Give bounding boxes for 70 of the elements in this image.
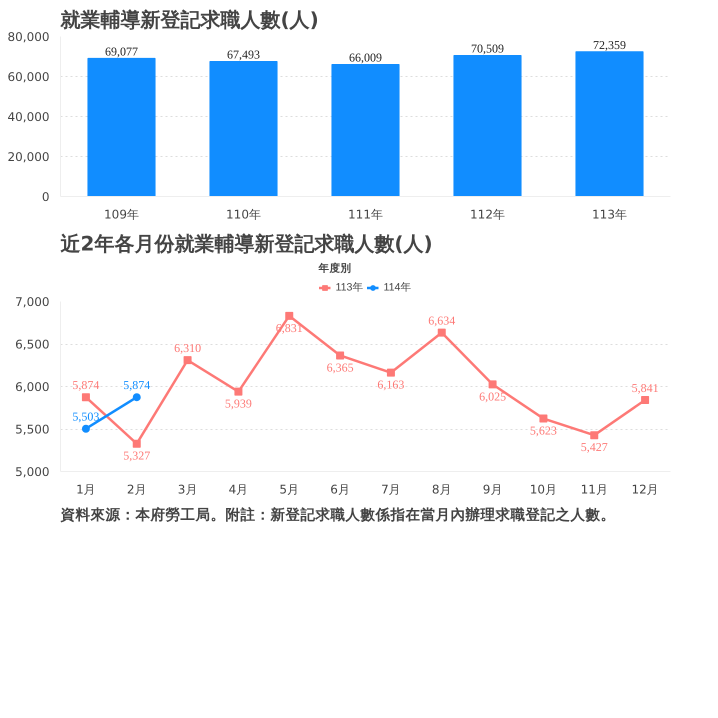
point [438, 328, 446, 337]
x-tick-label: 10月 [530, 482, 558, 496]
data-label: 70,509 [471, 41, 504, 56]
data-label: 69,077 [105, 44, 138, 58]
y-tick-label: 6,500 [15, 338, 50, 352]
data-label: 6,634 [428, 314, 456, 328]
point [386, 368, 395, 377]
data-label: 6,025 [479, 389, 506, 404]
y-tick-label: 5,000 [15, 465, 50, 479]
data-label: 5,623 [530, 424, 557, 438]
y-tick-label: 80,000 [8, 30, 50, 44]
point [285, 312, 294, 320]
x-tick-label: 110年 [226, 208, 261, 222]
data-label: 5,841 [632, 381, 659, 396]
data-label: 5,939 [224, 396, 252, 411]
x-tick-label: 5月 [279, 482, 300, 496]
bar [453, 54, 522, 196]
y-tick-label: 0 [42, 190, 50, 204]
point [590, 431, 598, 440]
x-tick-label: 111年 [348, 208, 383, 222]
x-tick-label: 12月 [631, 482, 659, 496]
y-tick-label: 5,500 [15, 422, 50, 436]
legend-label: 113年 [336, 280, 364, 294]
x-tick-label: 11月 [580, 482, 608, 496]
y-tick-label: 6,000 [15, 380, 50, 394]
point [336, 351, 344, 360]
data-label: 6,163 [377, 378, 404, 392]
legend-label: 114年 [384, 280, 412, 294]
source-note: 資料來源：本府勞工局。附註：新登記求職人數係指在當月內辦理求職登記之人數。 [60, 506, 616, 524]
x-tick-label: 9月 [482, 482, 502, 496]
x-tick-label: 8月 [432, 482, 452, 496]
point [539, 414, 548, 423]
x-tick-label: 6月 [330, 482, 350, 496]
chart-title: 就業輔導新登記求職人數(人) [60, 8, 319, 32]
y-tick-label: 7,000 [15, 295, 50, 309]
point [184, 356, 192, 364]
data-label: 6,310 [174, 341, 202, 356]
data-label: 5,427 [580, 440, 608, 454]
chart-title: 近2年各月份就業輔導新登記求職人數(人) [60, 232, 433, 256]
bar [87, 58, 156, 196]
x-tick-label: 112年 [470, 208, 505, 222]
data-label: 6,365 [326, 360, 354, 374]
data-label: 72,359 [593, 38, 626, 52]
point [82, 424, 90, 433]
legend-title: 年度別 [318, 262, 352, 276]
point [132, 393, 141, 402]
x-tick-label: 4月 [228, 482, 248, 496]
point [641, 396, 650, 404]
data-label: 5,327 [123, 448, 150, 463]
bar [331, 64, 400, 196]
data-label: 5,874 [123, 378, 150, 392]
x-tick-label: 2月 [126, 482, 147, 496]
y-tick-label: 60,000 [8, 70, 50, 84]
x-tick-label: 3月 [178, 482, 198, 496]
data-label: 5,874 [72, 378, 100, 392]
x-tick-label: 109年 [104, 208, 139, 222]
bar [209, 61, 278, 196]
y-tick-label: 40,000 [8, 110, 50, 124]
data-label: 5,503 [72, 410, 100, 424]
x-tick-label: 7月 [381, 482, 401, 496]
data-label: 66,009 [349, 50, 382, 64]
point [82, 393, 90, 402]
point [488, 380, 497, 388]
y-tick-label: 20,000 [8, 150, 50, 164]
point [234, 388, 242, 396]
bar [575, 51, 644, 196]
data-label: 67,493 [227, 48, 260, 62]
x-tick-label: 113年 [592, 208, 627, 222]
point [132, 440, 141, 448]
x-tick-label: 1月 [76, 482, 96, 496]
